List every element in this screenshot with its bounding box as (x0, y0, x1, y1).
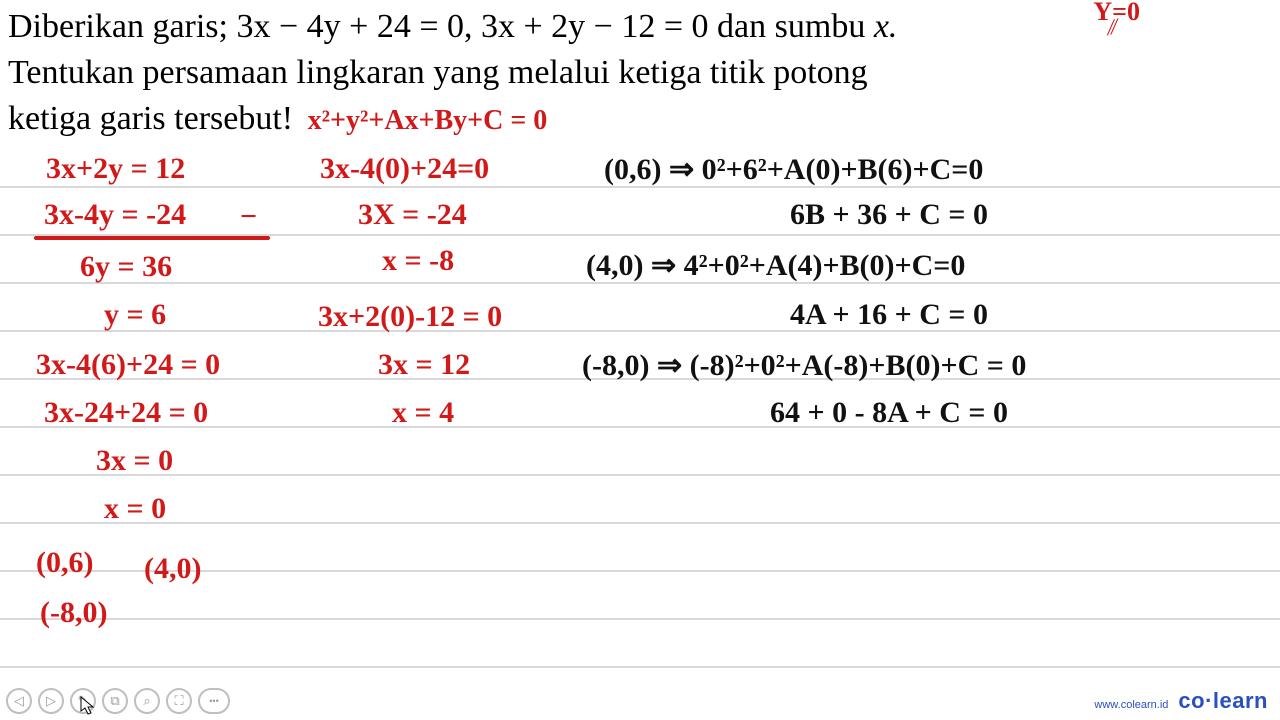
work-col1-line-0: 3x+2y = 12 (46, 152, 185, 186)
bottom-toolbar: ◁ ▷ ✎ ⧉ ⌕ ⛶ ••• (6, 688, 230, 714)
problem-line-2: Tentukan persamaan lingkaran yang melalu… (8, 50, 1272, 96)
brand-logo: co·learn (1178, 688, 1268, 714)
brand-area: www.colearn.id co·learn (1094, 688, 1268, 714)
next-icon[interactable]: ▷ (38, 688, 64, 714)
work-col1-line-1: 3x-4y = -24 (44, 198, 186, 232)
work-area: 3x+2y = 12 3x-4y = -24 − 6y = 36 y = 6 3x-4(6… (0, 152, 1280, 672)
work-col3-line-3: 4A + 16 + C = 0 (790, 298, 988, 332)
work-col1-line-7: 3x = 0 (96, 444, 173, 478)
zoom-icon[interactable]: ⌕ (134, 688, 160, 714)
work-col3-line-0: (0,6) ⇒ 0²+6²+A(0)+B(6)+C=0 (604, 152, 983, 187)
work-col3-line-4: (-8,0) ⇒ (-8)²+0²+A(-8)+B(0)+C = 0 (582, 348, 1026, 383)
work-col2-line-1: 3X = -24 (358, 198, 467, 232)
work-col1-line-6: 3x-24+24 = 0 (44, 396, 208, 430)
work-col2-line-4: 3x = 12 (378, 348, 470, 382)
work-col2-line-2: x = -8 (382, 244, 454, 278)
problem-line3-text: ketiga garis tersebut! (8, 100, 293, 137)
annotation-y-equals-zero: Y=0 (1093, 0, 1140, 29)
work-col1-line-9: (0,6) (36, 546, 93, 580)
copy-icon[interactable]: ⧉ (102, 688, 128, 714)
brand-url: www.colearn.id (1094, 699, 1168, 711)
work-col2-line-0: 3x-4(0)+24=0 (320, 152, 489, 186)
problem-line-3: ketiga garis tersebut! x²+y²+Ax+By+C = 0 (8, 96, 1272, 142)
subtract-underline (34, 236, 270, 240)
problem-line-1: Diberikan garis; 3x − 4y + 24 = 0, 3x + … (8, 4, 1272, 50)
work-col1-line-2: − (240, 200, 257, 234)
expand-icon[interactable]: ⛶ (166, 688, 192, 714)
problem-strike: n s (749, 4, 788, 50)
general-circle-equation: x²+y²+Ax+By+C = 0 (308, 105, 548, 136)
work-col1-line-3: 6y = 36 (80, 250, 172, 284)
problem-line1-pre: Diberikan garis; 3x − 4y + 24 = 0, 3x + … (8, 8, 749, 45)
work-col3-line-1: 6B + 36 + C = 0 (790, 198, 988, 232)
work-col1-line-5: 3x-4(6)+24 = 0 (36, 348, 220, 382)
work-col2-line-5: x = 4 (392, 396, 454, 430)
more-icon[interactable]: ••• (198, 688, 230, 714)
problem-text: Diberikan garis; 3x − 4y + 24 = 0, 3x + … (0, 0, 1280, 144)
work-col1-line-8: x = 0 (104, 492, 166, 526)
work-col1-line-4: y = 6 (104, 298, 166, 332)
work-col2-line-3: 3x+2(0)-12 = 0 (318, 300, 502, 334)
prev-icon[interactable]: ◁ (6, 688, 32, 714)
work-col3-line-2: (4,0) ⇒ 4²+0²+A(4)+B(0)+C=0 (586, 248, 965, 283)
work-col1-line-10: (4,0) (144, 552, 201, 586)
work-col1-line-11: (-8,0) (40, 596, 107, 630)
pen-icon[interactable]: ✎ (70, 688, 96, 714)
problem-line1-italic: x. (874, 8, 898, 45)
problem-line1-post: umbu (788, 8, 874, 45)
page-root: Diberikan garis; 3x − 4y + 24 = 0, 3x + … (0, 0, 1280, 720)
work-col3-line-5: 64 + 0 - 8A + C = 0 (770, 396, 1008, 430)
